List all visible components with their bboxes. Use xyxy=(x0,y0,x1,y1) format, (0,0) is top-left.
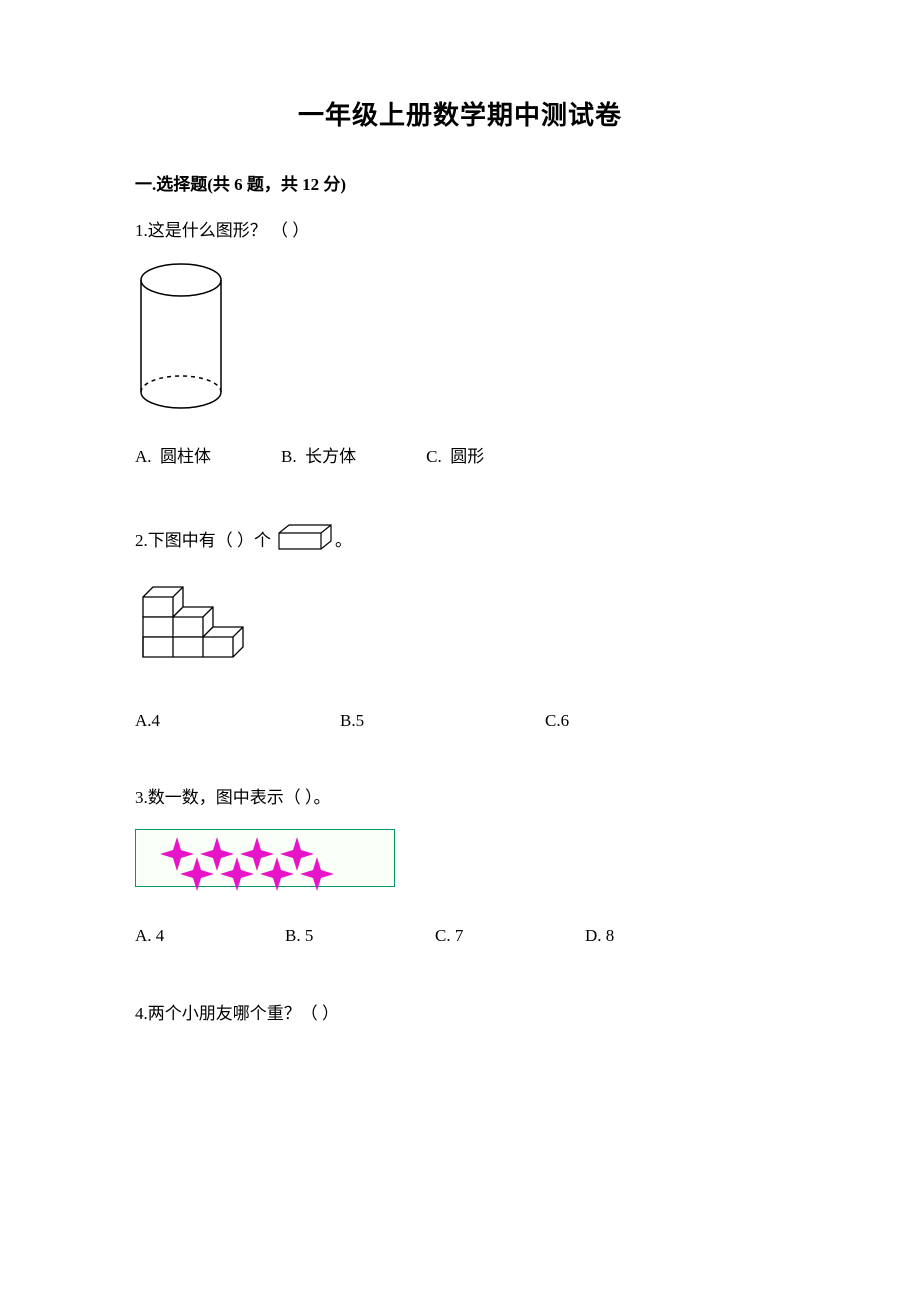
q2-options: A.4 B.5 C.6 xyxy=(135,707,785,734)
q1-option-a: A. 圆柱体 xyxy=(135,443,211,470)
question-3: 3.数一数，图中表示（ ）。 A. 4 B. 5 C. 7 D. 8 xyxy=(135,784,785,949)
question-2: 2.下图中有（ ）个 。 xyxy=(135,521,785,735)
q1-figure-cylinder xyxy=(135,262,785,418)
q3-options: A. 4 B. 5 C. 7 D. 8 xyxy=(135,922,785,949)
star-icon xyxy=(178,855,216,901)
question-4: 4.两个小朋友哪个重？（ ） xyxy=(135,1000,785,1027)
cuboid-small-icon xyxy=(275,521,335,561)
q2-option-a: A.4 xyxy=(135,707,340,734)
q2-text-before: 2.下图中有（ ）个 xyxy=(135,527,271,554)
star-container xyxy=(144,833,384,883)
q1-text: 1.这是什么图形？ （ ） xyxy=(135,217,785,244)
star-icon xyxy=(258,855,296,901)
q3-text: 3.数一数，图中表示（ ）。 xyxy=(135,784,785,811)
star-icon xyxy=(298,855,336,901)
star-icon xyxy=(218,855,256,901)
question-1: 1.这是什么图形？ （ ） A. 圆柱体 B. 长方体 C. 圆形 xyxy=(135,217,785,471)
q3-figure-stars xyxy=(135,829,395,887)
q2-option-b: B.5 xyxy=(340,707,545,734)
q3-option-b: B. 5 xyxy=(285,922,435,949)
q3-option-c: C. 7 xyxy=(435,922,585,949)
q1-options: A. 圆柱体 B. 长方体 C. 圆形 xyxy=(135,443,785,470)
q4-text: 4.两个小朋友哪个重？（ ） xyxy=(135,1000,785,1027)
q3-option-a: A. 4 xyxy=(135,922,285,949)
q2-text-after: 。 xyxy=(335,527,352,554)
page-title: 一年级上册数学期中测试卷 xyxy=(135,95,785,132)
q1-option-b: B. 长方体 xyxy=(281,443,356,470)
q2-text-line: 2.下图中有（ ）个 。 xyxy=(135,521,785,561)
q3-option-d: D. 8 xyxy=(585,922,614,949)
q2-figure-stack xyxy=(135,579,785,682)
section-header: 一.选择题(共 6 题，共 12 分) xyxy=(135,170,785,195)
q1-option-c: C. 圆形 xyxy=(426,443,484,470)
q2-option-c: C.6 xyxy=(545,707,569,734)
